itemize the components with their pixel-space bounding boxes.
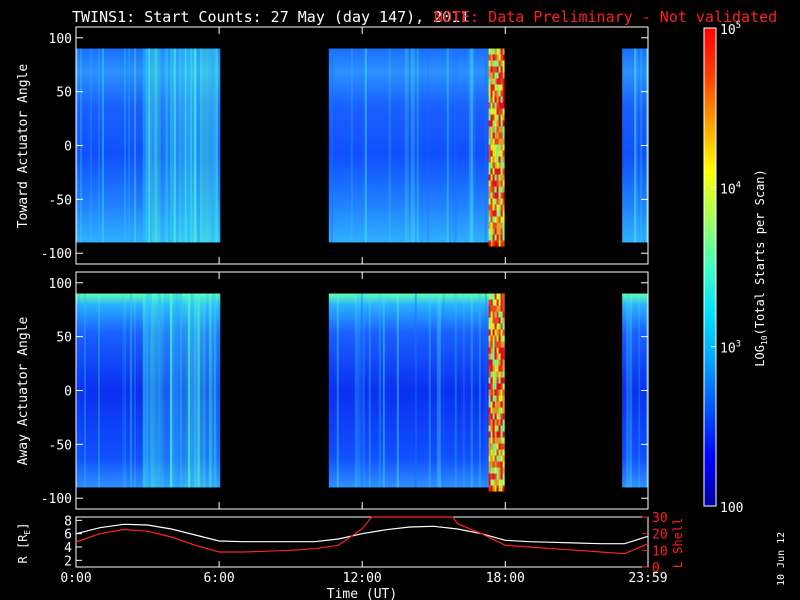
l-shell-axis-label: L Shell xyxy=(671,518,685,569)
l-shell-series-line xyxy=(75,516,649,555)
away-ytick-label: 50 xyxy=(56,331,72,346)
away-ytick-label: -100 xyxy=(41,492,72,507)
preliminary-note: NOTE: Data Preliminary - Not validated xyxy=(434,8,777,26)
colorbar: 105 104 103 100 LOG10(Total Starts per Scan… xyxy=(703,21,769,516)
away-angle-heatmap: 100 50 0 -50 -100 xyxy=(41,271,649,510)
x-tick-label: 23:59 xyxy=(628,571,667,586)
away-ytick-label: 100 xyxy=(49,277,72,292)
r-ytick-label: 4 xyxy=(64,541,72,556)
away-data-block xyxy=(328,293,505,492)
away-data-block xyxy=(76,293,221,488)
colorbar-tick-label: 100 xyxy=(720,501,743,516)
r-ytick-label: 6 xyxy=(64,528,72,543)
toward-ytick-label: 100 xyxy=(49,32,72,47)
toward-ytick-label: 0 xyxy=(64,140,72,155)
toward-angle-ylabel: Toward Actuator Angle xyxy=(16,64,31,229)
x-tick-label: 0:00 xyxy=(60,571,91,586)
date-stamp: 10 Jun 12 xyxy=(776,532,787,586)
colorbar-tick-label: 103 xyxy=(720,340,741,357)
l-shell-ytick-label: 20 xyxy=(652,528,668,543)
r-ytick-label: 2 xyxy=(64,554,72,569)
toward-data-block xyxy=(328,48,505,247)
l-shell-ytick-label: 0 xyxy=(652,561,660,576)
colorbar-gradient xyxy=(703,27,717,507)
colorbar-label: LOG10(Total Starts per Scan) xyxy=(753,169,769,367)
colorbar-tick-label: 104 xyxy=(720,180,741,197)
toward-data-block xyxy=(76,48,221,243)
figure-title: TWINS1: Start Counts: 27 May (day 147), … xyxy=(72,8,469,26)
colorbar-tick-label: 105 xyxy=(720,21,741,38)
x-tick-label: 12:00 xyxy=(343,571,382,586)
r-ytick-label: 8 xyxy=(64,514,72,529)
x-tick-label: 6:00 xyxy=(203,571,234,586)
away-ytick-label: -50 xyxy=(49,438,72,453)
toward-ytick-label: -50 xyxy=(49,193,72,208)
x-tick-label: 18:00 xyxy=(486,571,525,586)
away-angle-ylabel: Away Actuator Angle xyxy=(16,316,31,465)
toward-ytick-label: -100 xyxy=(41,247,72,262)
l-shell-ytick-label: 30 xyxy=(652,511,668,526)
toward-ytick-label: 50 xyxy=(56,86,72,101)
toward-angle-heatmap: 100 50 0 -50 -100 xyxy=(41,26,649,265)
r-axis-label: R [RE] xyxy=(16,523,32,564)
x-axis-label: Time (UT) xyxy=(327,587,397,600)
away-ytick-label: 0 xyxy=(64,385,72,400)
r-series-line xyxy=(75,523,649,545)
l-shell-ytick-label: 10 xyxy=(652,544,668,559)
